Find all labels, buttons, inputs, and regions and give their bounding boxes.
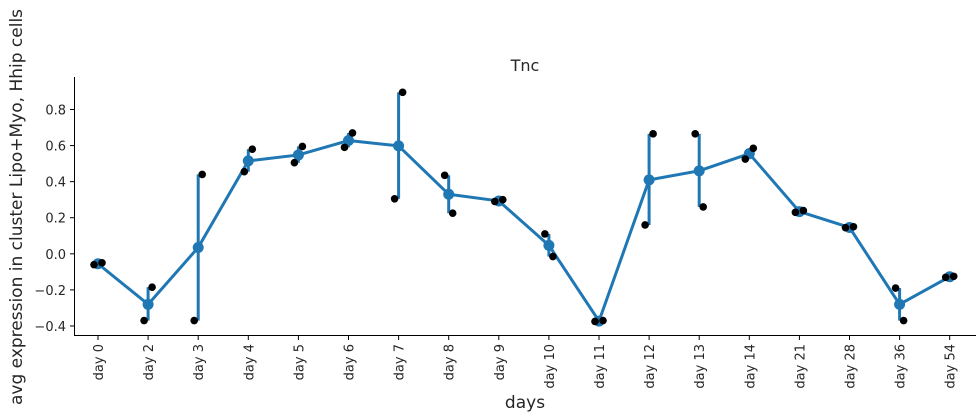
x-tick-label: day 21 (793, 344, 808, 389)
replicate-point (899, 316, 908, 325)
replicate-point (340, 143, 349, 152)
replicate-point (190, 316, 198, 325)
x-tick-label: day 28 (844, 344, 859, 389)
replicate-point (499, 195, 507, 204)
mean-point (192, 241, 204, 253)
replicate-point (491, 197, 499, 206)
replicate-point (440, 171, 449, 180)
x-tick-label: day 12 (643, 344, 658, 389)
replicate-points (90, 88, 958, 326)
mean-point (393, 140, 405, 152)
x-tick-label: day 54 (944, 344, 959, 389)
replicate-point (649, 130, 657, 138)
x-tick-label: day 10 (543, 344, 558, 389)
mean-point (343, 135, 354, 147)
replicate-point (198, 170, 206, 179)
y-ticks: −0.4 −0.2 0.0 0.2 0.4 0.6 0.8 (34, 103, 75, 335)
x-tick-label: day 4 (242, 344, 257, 380)
mean-point (292, 149, 304, 161)
y-tick-label: 0.2 (45, 212, 66, 227)
replicate-point (791, 208, 800, 217)
y-tick-label: 0.4 (45, 176, 66, 191)
replicate-point (691, 130, 699, 138)
replicate-point (699, 203, 707, 211)
y-tick-label: 0.8 (45, 103, 66, 118)
replicate-point (641, 221, 649, 229)
x-tick-label: day 9 (493, 344, 508, 380)
x-tick-label: day 13 (693, 344, 708, 389)
replicate-point (398, 88, 407, 97)
chart-title: Tnc (510, 56, 540, 75)
x-tick-label: day 2 (142, 344, 157, 380)
x-tick-label: day 11 (593, 344, 608, 389)
mean-point (543, 239, 555, 251)
replicate-point (248, 145, 257, 153)
y-tick-label: −0.2 (34, 284, 66, 299)
replicate-point (941, 273, 950, 282)
replicate-point (290, 158, 299, 167)
replicate-point (148, 283, 156, 291)
replicate-point (98, 259, 106, 267)
replicate-point (849, 222, 858, 231)
replicate-point (749, 144, 758, 153)
y-tick-label: 0.6 (45, 140, 66, 155)
replicate-point (140, 316, 148, 325)
mean-point (643, 174, 655, 186)
replicate-point (799, 206, 808, 215)
replicate-point (390, 194, 399, 203)
replicate-point (448, 209, 457, 218)
x-tick-label: day 36 (894, 344, 909, 389)
y-tick-label: −0.4 (34, 320, 66, 335)
replicate-point (741, 155, 750, 163)
replicate-point (591, 317, 599, 326)
series-line (92, 135, 956, 327)
replicate-point (348, 129, 357, 137)
mean-point (142, 298, 154, 310)
x-tick-label: day 6 (343, 344, 358, 380)
mean-point (894, 298, 906, 310)
replicate-point (599, 316, 607, 325)
series-polyline (97, 139, 951, 323)
replicate-point (549, 252, 557, 261)
mean-point (693, 165, 705, 177)
replicate-point (891, 284, 900, 292)
y-axis-label: avg expression in cluster Lipo+Myo, Hhip… (7, 9, 27, 405)
x-tick-label: day 0 (92, 344, 107, 380)
x-tick-label: day 7 (393, 344, 408, 380)
x-tick-label: day 3 (192, 344, 207, 380)
x-ticks: day 0 day 2 day 3 day 4 day 5 day 6 day 7 day 8… (92, 335, 959, 389)
replicate-point (298, 142, 307, 151)
replicate-point (240, 167, 249, 176)
mean-point (443, 188, 455, 200)
mean-point (242, 155, 254, 167)
x-axis-label: days (505, 393, 545, 413)
y-tick-label: 0.0 (45, 248, 66, 263)
replicate-point (949, 272, 958, 281)
error-bars (96, 92, 952, 322)
x-tick-label: day 8 (443, 344, 458, 380)
x-tick-label: day 5 (292, 344, 307, 380)
x-tick-label: day 14 (743, 344, 758, 389)
replicate-point (841, 223, 850, 232)
replicate-point (541, 230, 549, 238)
replicate-point (90, 260, 98, 269)
